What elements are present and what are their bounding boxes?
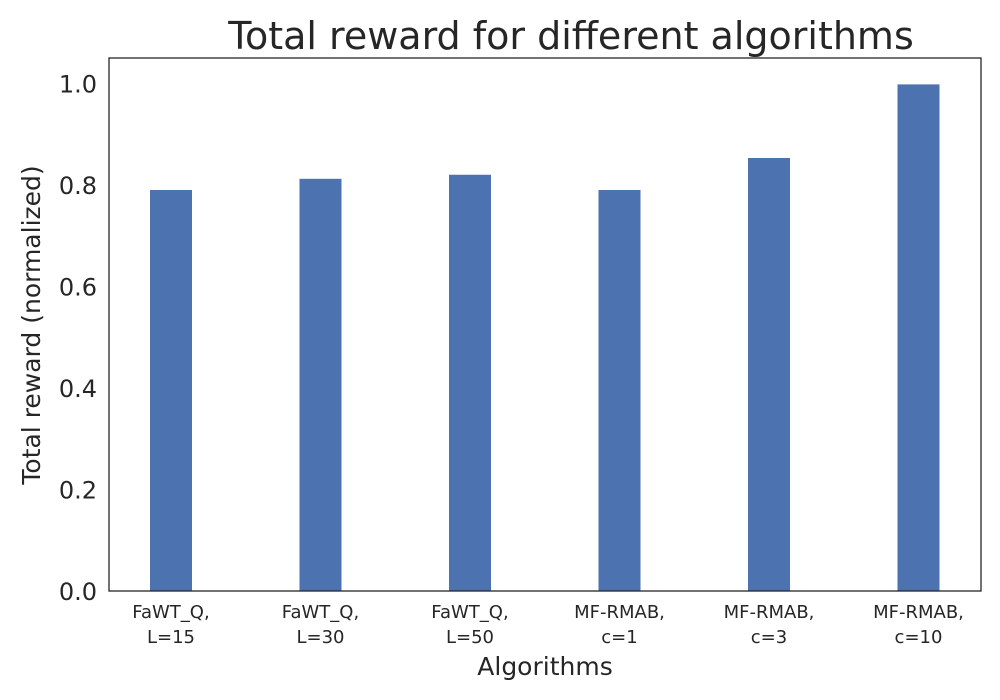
x-tick-label-line: MF-RMAB,: [724, 602, 815, 623]
x-tick-label: MF-RMAB, c=1: [574, 602, 665, 648]
bars-group: [150, 84, 940, 592]
x-tick-label-line: FaWT_Q,: [282, 602, 359, 623]
chart-title: Total reward for different algorithms: [227, 14, 914, 58]
x-axis-label: Algorithms: [477, 652, 612, 681]
bar-4: [598, 189, 641, 591]
y-tick-label: 0.4: [59, 375, 97, 403]
bar-6: [897, 84, 940, 592]
x-tick-label-line: L=30: [296, 627, 344, 648]
x-tick-label-line: c=3: [751, 627, 787, 648]
x-axis-ticks: FaWT_Q, L=15 FaWT_Q, L=30 FaWT_Q, L=50 MF-RMAB…: [132, 602, 964, 648]
x-tick-label-line: FaWT_Q,: [431, 602, 508, 623]
bar-5: [748, 158, 790, 591]
x-tick-label-line: L=15: [147, 627, 195, 648]
x-tick-label: MF-RMAB, c=3: [724, 602, 815, 648]
bar-1: [150, 189, 192, 591]
x-tick-label: FaWT_Q, L=15: [132, 602, 209, 648]
y-tick-label: 1.0: [59, 70, 97, 98]
plot-frame: [108, 57, 982, 592]
x-tick-label: MF-RMAB, c=10: [873, 602, 964, 648]
y-tick-label: 0.6: [59, 273, 97, 301]
x-tick-label-line: MF-RMAB,: [574, 602, 665, 623]
bar-2: [299, 178, 342, 591]
x-tick-label-line: FaWT_Q,: [132, 602, 209, 623]
y-axis-ticks: 0.0 0.2 0.4 0.6 0.8 1.0: [59, 70, 97, 606]
y-tick-label: 0.0: [59, 578, 97, 606]
x-tick-label: FaWT_Q, L=50: [431, 602, 508, 648]
y-axis-label: Total reward (normalized): [17, 165, 46, 485]
x-tick-label-line: c=10: [895, 627, 943, 648]
y-tick-label: 0.8: [59, 172, 97, 200]
x-tick-label-line: L=50: [446, 627, 494, 648]
bar-3: [449, 174, 491, 591]
x-tick-label-line: MF-RMAB,: [873, 602, 964, 623]
x-tick-label-line: c=1: [601, 627, 637, 648]
y-tick-label: 0.2: [59, 476, 97, 504]
x-tick-label: FaWT_Q, L=30: [282, 602, 359, 648]
